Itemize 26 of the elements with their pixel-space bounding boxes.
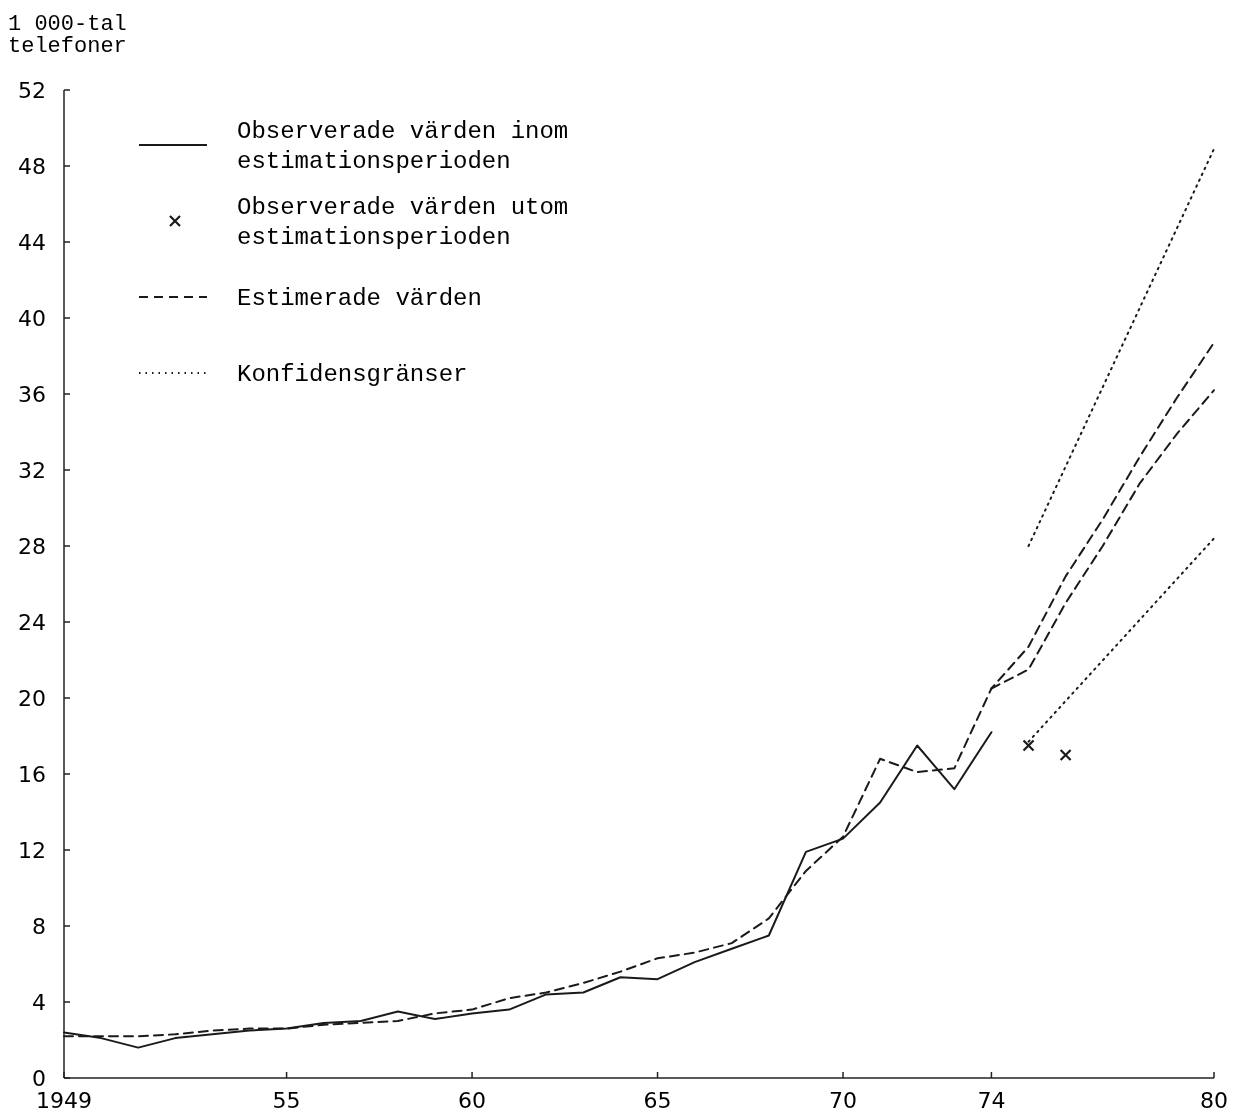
x-tick-label: 74 — [977, 1088, 1006, 1113]
x-tick-label: 60 — [458, 1088, 487, 1113]
y-tick-label: 16 — [18, 761, 46, 787]
y-axis-title: 1 000-tal telefoner — [8, 12, 127, 59]
y-tick-label: 28 — [18, 533, 46, 559]
y-tick-label: 4 — [32, 989, 46, 1015]
y-tick-label: 24 — [18, 609, 46, 635]
y-tick-label: 0 — [32, 1065, 46, 1091]
x-tick-label: 1949 — [36, 1088, 92, 1113]
x-tick-label: 80 — [1200, 1088, 1228, 1113]
y-tick-label: 48 — [18, 153, 46, 179]
x-tick-label: 70 — [829, 1088, 858, 1113]
legend-label: Konfidensgränser — [237, 361, 468, 388]
y-tick-label: 20 — [18, 685, 46, 711]
y-tick-label: 40 — [18, 305, 46, 331]
x-tick-label: 55 — [272, 1088, 301, 1113]
y-tick-label: 44 — [18, 229, 46, 255]
y-tick-label: 32 — [18, 457, 46, 483]
y-tick-label: 36 — [18, 381, 46, 407]
y-tick-label: 52 — [18, 77, 46, 103]
legend-label: Observerade värden utom estimationsperioden — [237, 194, 569, 251]
legend-label: Observerade värden inom estimationsperioden — [237, 118, 569, 175]
legend-label: Estimerade värden — [237, 285, 482, 312]
x-tick-label: 65 — [643, 1088, 672, 1113]
y-tick-label: 8 — [32, 913, 46, 939]
y-tick-label: 12 — [18, 837, 46, 863]
